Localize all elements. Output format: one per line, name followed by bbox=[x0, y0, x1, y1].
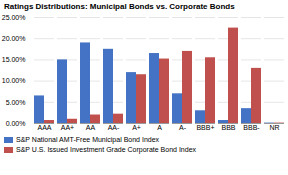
svg-text:5.00%: 5.00% bbox=[6, 99, 26, 106]
svg-text:BBB: BBB bbox=[221, 124, 235, 131]
svg-text:NR: NR bbox=[269, 124, 279, 131]
svg-text:15.00%: 15.00% bbox=[2, 56, 26, 63]
svg-text:BBB+: BBB+ bbox=[196, 124, 214, 131]
html-text:S&P U.S. Issued Investment Gra: S&P U.S. Issued Investment Grade Corpora… bbox=[16, 146, 196, 153]
svg-text:AA-: AA- bbox=[108, 124, 120, 131]
svg-text:A: A bbox=[157, 124, 162, 131]
html-text:Ratings Distributions: Municip: Ratings Distributions: Municipal Bonds v… bbox=[4, 2, 235, 11]
html-text:S&P National AMT-Free Municipa: S&P National AMT-Free Municipal Bond Ind… bbox=[16, 136, 160, 143]
svg-text:AAA: AAA bbox=[37, 124, 51, 131]
svg-text:10.00%: 10.00% bbox=[2, 77, 26, 84]
svg-text:0.00%: 0.00% bbox=[6, 120, 26, 127]
svg-text:AA: AA bbox=[86, 124, 96, 131]
svg-text:25.00%: 25.00% bbox=[2, 14, 26, 21]
svg-text:BBB-: BBB- bbox=[243, 124, 260, 131]
svg-text:20.00%: 20.00% bbox=[2, 35, 26, 42]
svg-text:A+: A+ bbox=[132, 124, 141, 131]
svg-text:AA+: AA+ bbox=[61, 124, 74, 131]
svg-text:A-: A- bbox=[179, 124, 187, 131]
